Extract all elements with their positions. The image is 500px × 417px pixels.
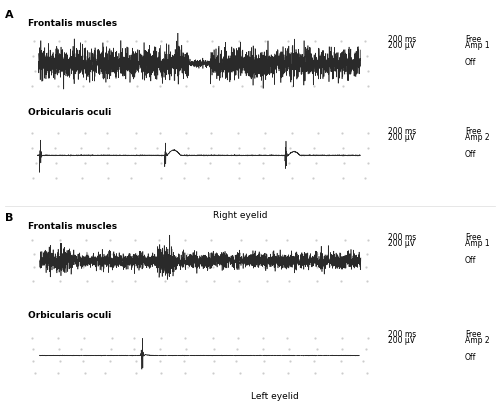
Text: Frontalis muscles: Frontalis muscles: [28, 222, 117, 231]
Text: Amp 2: Amp 2: [465, 133, 489, 142]
Text: Off: Off: [465, 256, 476, 265]
Text: A: A: [5, 10, 14, 20]
Text: Left eyelid: Left eyelid: [251, 392, 299, 401]
Text: B: B: [5, 213, 14, 223]
Text: 200 ms: 200 ms: [388, 330, 416, 339]
Text: Orbicularis oculi: Orbicularis oculi: [28, 311, 111, 320]
Text: Amp 1: Amp 1: [465, 41, 489, 50]
Text: Right eyelid: Right eyelid: [213, 211, 267, 220]
Text: Frontalis muscles: Frontalis muscles: [28, 19, 117, 28]
Text: Off: Off: [465, 58, 476, 67]
Text: Off: Off: [465, 353, 476, 362]
Text: Free: Free: [465, 35, 481, 44]
Text: 200 μV: 200 μV: [388, 239, 414, 249]
Text: Free: Free: [465, 233, 481, 242]
Text: Free: Free: [465, 330, 481, 339]
Text: 200 μV: 200 μV: [388, 336, 414, 345]
Text: Orbicularis oculi: Orbicularis oculi: [28, 108, 111, 118]
Text: 200 ms: 200 ms: [388, 127, 416, 136]
Text: Amp 2: Amp 2: [465, 336, 489, 345]
Text: Off: Off: [465, 150, 476, 159]
Text: 200 μV: 200 μV: [388, 41, 414, 50]
Text: 200 ms: 200 ms: [388, 233, 416, 242]
Text: Free: Free: [465, 127, 481, 136]
Text: 200 ms: 200 ms: [388, 35, 416, 44]
Text: 200 μV: 200 μV: [388, 133, 414, 142]
Text: Amp 1: Amp 1: [465, 239, 489, 249]
